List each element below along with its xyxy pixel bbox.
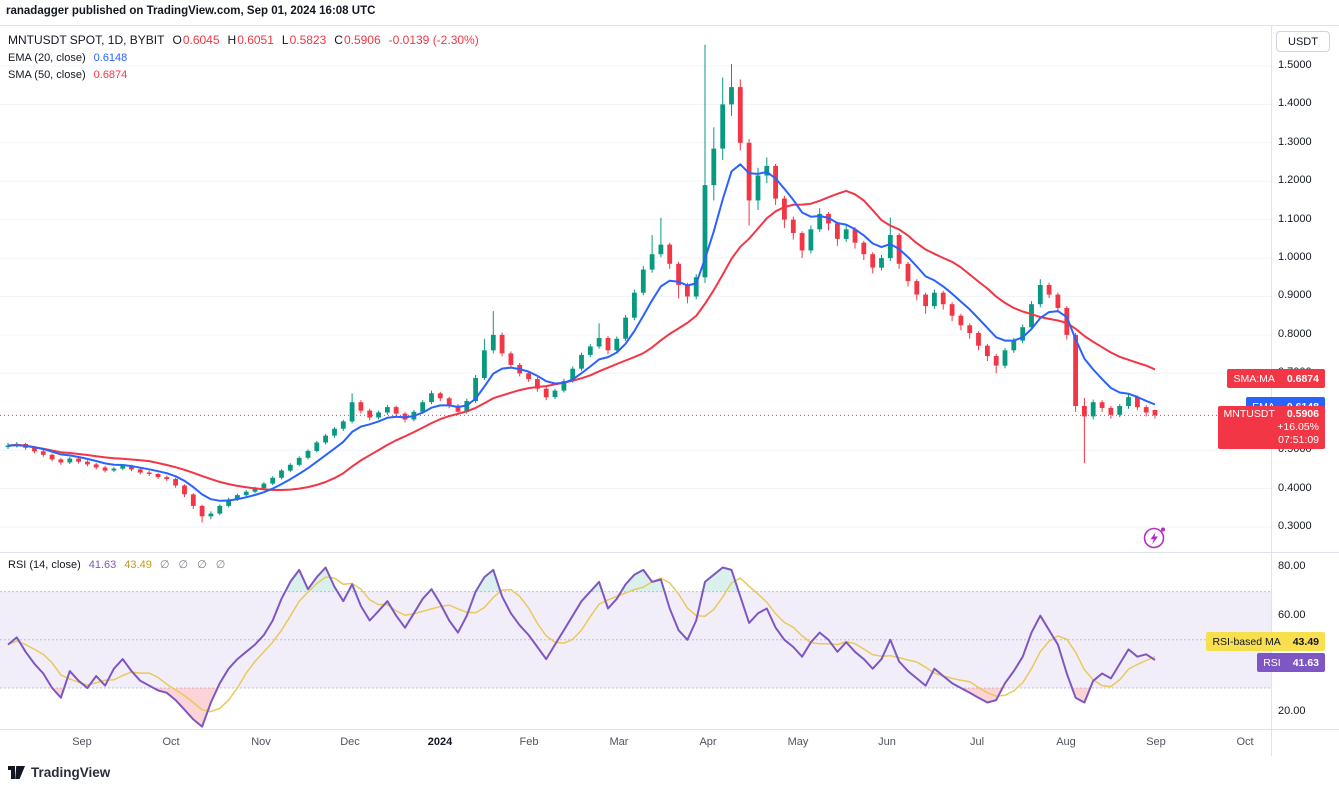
time-axis-label: Apr <box>699 736 717 748</box>
sma-legend-row[interactable]: SMA (50, close) 0.6874 <box>8 66 479 83</box>
tradingview-logo-icon[interactable] <box>8 765 25 779</box>
time-axis-label: 2024 <box>427 736 453 748</box>
price-tick: 0.9000 <box>1278 289 1312 301</box>
high-label: H <box>227 33 237 47</box>
time-axis-label: Sep <box>1146 736 1166 748</box>
rsi-ma-value: 43.49 <box>124 558 152 571</box>
sma-value: 0.6874 <box>93 68 128 81</box>
open-value: 0.6045 <box>182 33 220 47</box>
time-axis-label: Oct <box>1236 736 1254 748</box>
rsi-chart[interactable] <box>0 553 1271 729</box>
pane-divider[interactable] <box>0 552 1339 553</box>
open-label: O <box>172 33 182 47</box>
rsi-legend: RSI (14, close) 41.63 43.49 ∅ ∅ ∅ ∅ <box>8 556 228 573</box>
ema-indicator-label[interactable]: EMA (20, close) <box>8 51 86 64</box>
close-label: C <box>334 33 343 47</box>
low-label: L <box>281 33 289 47</box>
time-axis-label: Dec <box>340 736 360 748</box>
symbol-legend-row[interactable]: MNTUSDT SPOT, 1D, BYBIT O 0.6045 H 0.6051 … <box>8 31 479 49</box>
close-value: 0.5906 <box>343 33 381 47</box>
time-axis-label: Aug <box>1056 736 1076 748</box>
price-tick: 1.5000 <box>1278 59 1312 71</box>
lightning-circle-icon <box>1143 527 1165 549</box>
instant-trading-icon[interactable] <box>1142 524 1170 552</box>
price-tick: 0.8000 <box>1278 328 1312 340</box>
low-value: 0.5823 <box>289 33 327 47</box>
close-pair: C 0.5906 <box>334 33 380 47</box>
price-tick: 1.3000 <box>1278 136 1312 148</box>
price-tick: 0.5000 <box>1278 443 1312 455</box>
rsi-ma-line <box>7 576 1156 713</box>
rsi-value: 41.63 <box>88 558 117 571</box>
rsi-tick: 40.00 <box>1278 657 1306 669</box>
time-axis-label: Feb <box>519 736 539 748</box>
sma-line <box>7 189 1156 491</box>
ema-legend-row[interactable]: EMA (20, close) 0.6148 <box>8 49 479 66</box>
price-tick: 0.4000 <box>1278 482 1312 494</box>
main-price-pane[interactable]: MNTUSDT SPOT, 1D, BYBIT O 0.6045 H 0.6051 … <box>0 26 1271 552</box>
low-pair: L 0.5823 <box>282 33 326 47</box>
rsi-empty-values: ∅ ∅ ∅ ∅ <box>159 559 229 571</box>
sma-indicator-label[interactable]: SMA (50, close) <box>8 68 86 81</box>
ema-value: 0.6148 <box>93 51 128 64</box>
rsi-line <box>7 566 1156 728</box>
price-axis-divider[interactable] <box>1271 26 1272 756</box>
time-axis[interactable]: Sep Oct Nov Dec 2024 Feb Mar Apr May Jun Jul Aug Sep… <box>0 730 1271 756</box>
footer-bar: TradingView <box>0 756 1339 788</box>
rsi-tick: 80.00 <box>1278 560 1306 572</box>
currency-toggle-button[interactable]: USDT <box>1276 31 1330 52</box>
rsi-tick: 20.00 <box>1278 705 1306 717</box>
rsi-tick: 60.00 <box>1278 609 1306 621</box>
chart-window: MNTUSDT SPOT, 1D, BYBIT O 0.6045 H 0.6051 … <box>0 25 1339 757</box>
axis-divider[interactable] <box>0 729 1339 730</box>
price-tick: 1.0000 <box>1278 251 1312 263</box>
chart-legend: MNTUSDT SPOT, 1D, BYBIT O 0.6045 H 0.6051 … <box>8 31 479 83</box>
high-pair: H 0.6051 <box>228 33 274 47</box>
time-axis-label: Oct <box>162 736 180 748</box>
attribution-text: ranadagger published on TradingView.com,… <box>6 5 376 17</box>
symbol-title[interactable]: MNTUSDT SPOT, 1D, BYBIT <box>8 33 165 47</box>
time-axis-label: Nov <box>251 736 271 748</box>
price-tick: 1.1000 <box>1278 213 1312 225</box>
time-axis-label: May <box>787 736 809 748</box>
price-tick: 0.7000 <box>1278 366 1312 378</box>
open-pair: O 0.6045 <box>172 33 219 47</box>
ema-line <box>7 163 1156 502</box>
price-tick: 0.6000 <box>1278 405 1312 417</box>
candles-layer <box>5 44 1158 523</box>
price-tick: 1.4000 <box>1278 97 1312 109</box>
rsi-legend-row[interactable]: RSI (14, close) 41.63 43.49 ∅ ∅ ∅ ∅ <box>8 556 228 573</box>
price-axis[interactable]: USDT 1.5000 1.4000 1.3000 1.2000 1.1000 1.000… <box>1272 26 1339 756</box>
change-value: -0.0139 (-2.30%) <box>388 33 479 47</box>
price-tick: 0.3000 <box>1278 520 1312 532</box>
time-axis-label: Jun <box>878 736 896 748</box>
time-axis-label: Sep <box>72 736 92 748</box>
high-value: 0.6051 <box>237 33 274 47</box>
rsi-pane[interactable]: RSI (14, close) 41.63 43.49 ∅ ∅ ∅ ∅ <box>0 553 1271 729</box>
tradingview-brand[interactable]: TradingView <box>31 764 111 780</box>
rsi-band <box>0 591 1271 688</box>
price-tick: 1.2000 <box>1278 174 1312 186</box>
time-axis-label: Jul <box>969 736 985 748</box>
candlestick-chart[interactable] <box>0 26 1271 552</box>
rsi-indicator-label[interactable]: RSI (14, close) <box>8 558 81 571</box>
time-axis-label: Mar <box>609 736 629 748</box>
